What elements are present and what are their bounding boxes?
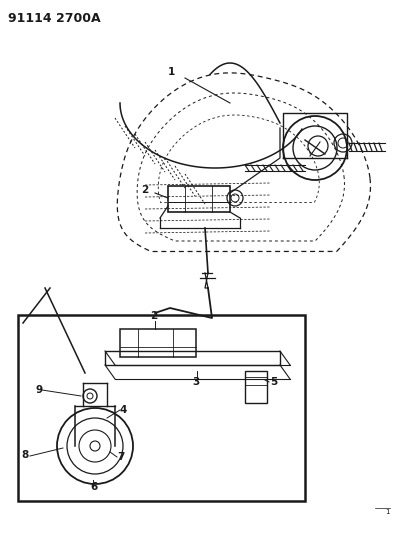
- Text: 7: 7: [117, 452, 124, 462]
- Text: 1: 1: [168, 67, 175, 77]
- Text: 91114 2700A: 91114 2700A: [8, 12, 101, 25]
- Text: 2: 2: [150, 311, 157, 321]
- Bar: [120, 329, 196, 357]
- Text: 9: 9: [35, 385, 42, 395]
- Text: 1: 1: [385, 509, 390, 515]
- Text: 2: 2: [141, 185, 148, 195]
- Text: 5: 5: [270, 377, 277, 387]
- Bar: [168, 186, 230, 212]
- Bar: [245, 371, 267, 403]
- Text: 4: 4: [120, 405, 128, 415]
- Bar: [18, 315, 305, 501]
- Bar: [105, 351, 280, 365]
- Text: 6: 6: [90, 482, 97, 492]
- Text: 3: 3: [192, 377, 199, 387]
- Text: 8: 8: [21, 450, 28, 460]
